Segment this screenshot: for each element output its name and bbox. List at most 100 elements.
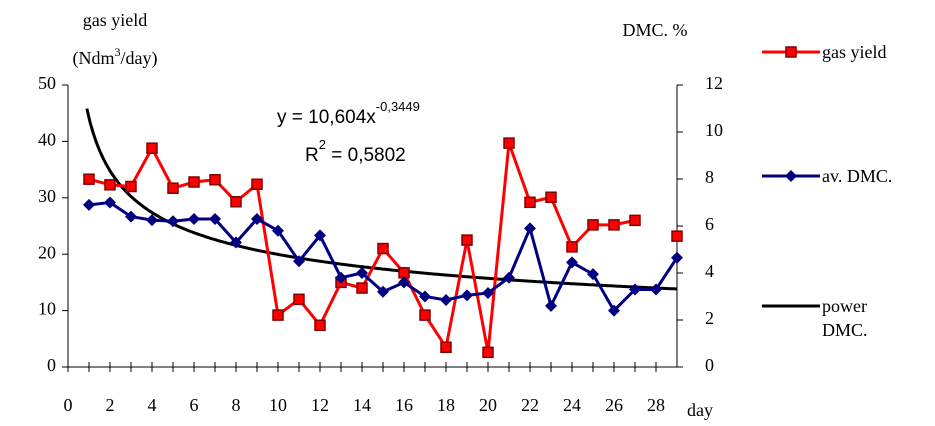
marker [314, 319, 326, 332]
y2-label: DMC. % [622, 20, 687, 40]
marker [293, 293, 305, 306]
x-tick-label: 20 [479, 395, 497, 415]
marker [629, 214, 641, 227]
marker [272, 309, 284, 321]
marker [167, 215, 179, 228]
y2-tick-label: 8 [705, 167, 714, 187]
y2-tick-label: 10 [705, 120, 723, 140]
marker [482, 346, 494, 359]
marker [209, 174, 221, 186]
y-tick-label: 10 [38, 299, 56, 319]
y-tick-label: 40 [38, 130, 56, 150]
r-part: R [305, 145, 319, 166]
marker [272, 224, 284, 237]
x-tick-label: 12 [311, 395, 329, 415]
marker [608, 304, 620, 317]
r-part: = 0,5802 [326, 145, 406, 166]
marker [167, 182, 179, 194]
legend-item: av. DMC. [760, 164, 897, 188]
marker [566, 241, 578, 253]
marker [83, 198, 95, 211]
legend-label: av. DMC. [822, 166, 893, 186]
marker [503, 271, 515, 284]
equation: y = 10,604x-0,3449 [277, 99, 420, 128]
legend-swatch [762, 304, 820, 308]
y2-tick-label: 12 [705, 73, 723, 93]
marker [587, 219, 599, 231]
marker [188, 212, 200, 225]
x-tick-label: 0 [64, 395, 73, 415]
marker [188, 176, 200, 188]
x-tick-label: 8 [232, 395, 241, 415]
y2-tick-label: 6 [705, 214, 714, 234]
r-sup: 2 [319, 137, 326, 152]
marker [566, 256, 578, 269]
legend-label: power DMC. [822, 296, 868, 340]
x-tick-label: 28 [647, 395, 665, 415]
y-label: gas yield [83, 10, 148, 30]
x-tick-label: 16 [395, 395, 413, 415]
marker [419, 309, 431, 321]
marker [125, 180, 137, 193]
marker [230, 236, 242, 249]
legend-item: gas yield [760, 40, 897, 64]
marker [335, 271, 347, 284]
marker [524, 222, 536, 235]
y-tick-label: 50 [38, 73, 56, 93]
x-tick-label: 2 [106, 395, 115, 415]
x-tick-label: 18 [437, 395, 455, 415]
marker [419, 290, 431, 303]
y-label-part: /day) [121, 48, 158, 69]
eq-sup: -0,3449 [376, 99, 420, 114]
marker [146, 142, 158, 154]
marker [104, 179, 116, 191]
y-tick-label: 20 [38, 242, 56, 262]
marker [377, 285, 389, 298]
marker [125, 210, 137, 223]
marker [482, 286, 494, 299]
y-tick-label: 30 [38, 186, 56, 206]
y-label-part: (Ndm [73, 48, 115, 69]
trendline [85, 108, 678, 291]
marker [251, 212, 263, 225]
marker [461, 289, 473, 302]
marker [650, 283, 662, 296]
marker [587, 268, 599, 281]
legend-swatch [762, 170, 820, 182]
marker [524, 196, 536, 209]
y2-tick-label: 0 [705, 355, 714, 375]
x-tick-label: 26 [605, 395, 623, 415]
marker [629, 283, 641, 296]
marker [545, 299, 557, 312]
marker [314, 229, 326, 242]
marker [461, 234, 473, 246]
marker [503, 137, 515, 149]
legend-swatch [762, 46, 820, 58]
y2-tick-label: 2 [705, 308, 714, 328]
marker [293, 255, 305, 268]
marker [671, 251, 683, 264]
marker [785, 170, 797, 182]
marker [398, 276, 410, 289]
marker [671, 230, 683, 242]
x-label: day [687, 400, 713, 420]
y-label-sup: 3 [115, 45, 121, 59]
legend-item: power DMC. [760, 294, 897, 342]
x-tick-label: 10 [269, 395, 287, 415]
marker [545, 191, 557, 203]
y-tick-label: 0 [47, 355, 56, 375]
x-tick-label: 22 [521, 395, 539, 415]
y-label: (Ndm3/day) [73, 45, 158, 69]
marker [356, 282, 368, 294]
marker [209, 212, 221, 225]
marker [398, 267, 410, 279]
y2-tick-label: 4 [705, 261, 714, 281]
marker [146, 214, 158, 227]
marker [440, 294, 452, 307]
legend-label: gas yield [822, 42, 887, 62]
marker [104, 196, 116, 209]
marker [377, 242, 389, 255]
eq-part: y = 10,604x [277, 107, 376, 128]
